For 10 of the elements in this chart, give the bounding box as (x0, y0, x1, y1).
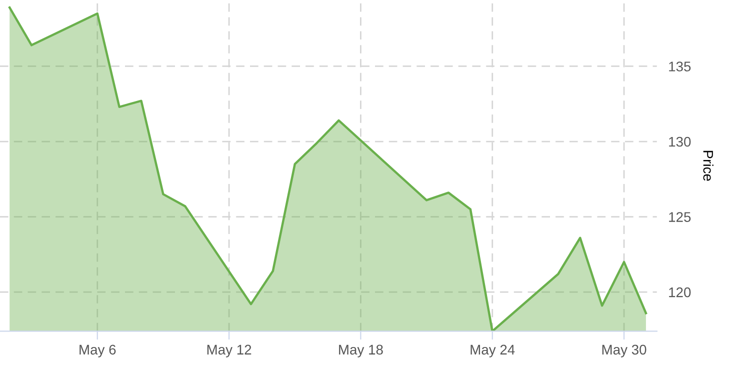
y-tick-label: 130 (669, 136, 691, 147)
x-tick-label: May 30 (602, 344, 646, 358)
y-axis-title: Price (703, 150, 714, 181)
y-tick-label: 120 (669, 287, 691, 298)
y-tick-label: 135 (669, 62, 691, 72)
x-tick-label: May 18 (339, 344, 383, 358)
x-tick-label: May 12 (207, 344, 252, 358)
x-tick-label: May 6 (80, 344, 116, 358)
y-tick-label: 125 (669, 212, 691, 222)
x-tick-label: May 24 (470, 344, 515, 358)
